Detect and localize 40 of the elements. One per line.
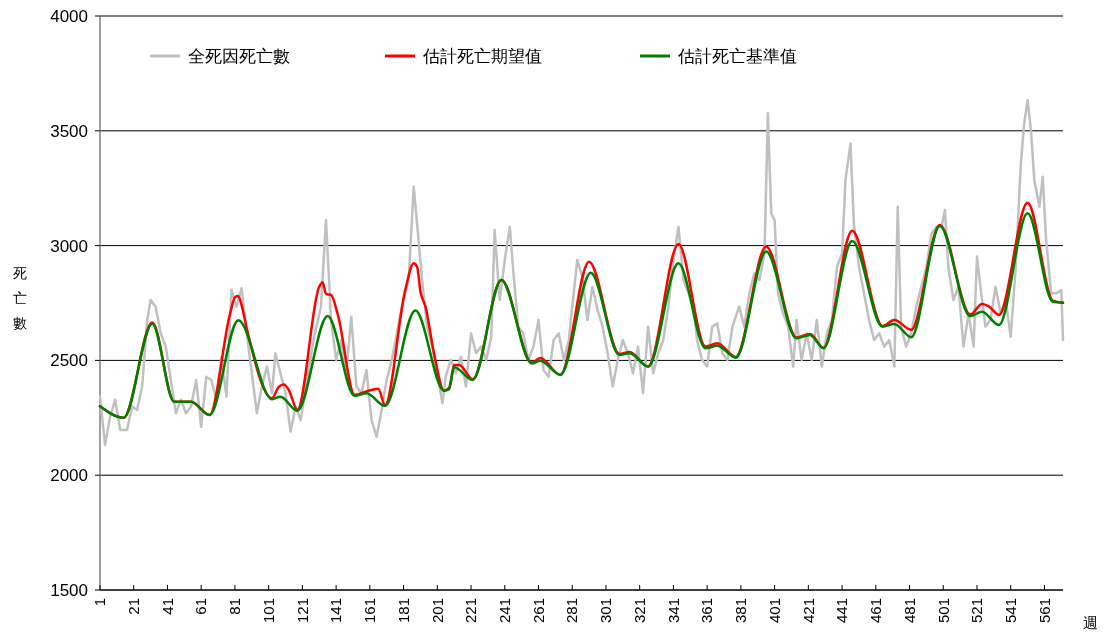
x-tick-label: 181 — [394, 598, 412, 624]
x-tick-label: 41 — [158, 598, 176, 615]
x-tick-label: 281 — [563, 598, 581, 624]
x-tick-label: 541 — [1001, 598, 1019, 624]
x-tick-label: 221 — [462, 598, 480, 624]
x-tick-label: 61 — [192, 598, 210, 615]
x-tick-label: 481 — [900, 598, 918, 624]
legend-label: 估計死亡期望值 — [422, 46, 542, 66]
x-tick-label: 321 — [630, 598, 648, 624]
y-axis-title: 死亡數 — [13, 265, 27, 331]
x-tick-label: 81 — [226, 598, 244, 615]
x-tick-label: 201 — [428, 598, 446, 624]
x-tick-label: 461 — [867, 598, 885, 624]
y-tick-label: 2500 — [50, 351, 88, 371]
x-tick-label: 1 — [91, 598, 109, 607]
x-tick-label: 101 — [259, 598, 277, 624]
legend-label: 估計死亡基準值 — [677, 46, 797, 66]
x-tick-label: 441 — [833, 598, 851, 624]
y-tick-label: 4000 — [50, 6, 88, 26]
x-tick-label: 261 — [529, 598, 547, 624]
x-tick-label: 241 — [496, 598, 514, 624]
x-tick-label: 401 — [765, 598, 783, 624]
x-tick-label: 521 — [968, 598, 986, 624]
x-tick-label: 21 — [124, 598, 142, 615]
x-tick-label: 381 — [732, 598, 750, 624]
x-tick-label: 561 — [1035, 598, 1053, 624]
x-tick-label: 501 — [934, 598, 952, 624]
x-tick-label: 301 — [597, 598, 615, 624]
y-tick-label: 1500 — [50, 580, 88, 600]
x-tick-label: 121 — [293, 598, 311, 624]
x-axis-title: 週 — [1082, 614, 1098, 631]
x-tick-label: 141 — [327, 598, 345, 624]
x-tick-label: 421 — [799, 598, 817, 624]
y-tick-label: 3500 — [50, 121, 88, 141]
legend-label: 全死因死亡數 — [188, 46, 290, 66]
x-tick-label: 161 — [361, 598, 379, 624]
y-tick-label: 2000 — [50, 466, 88, 486]
y-tick-label: 3000 — [50, 236, 88, 256]
x-tick-label: 361 — [698, 598, 716, 624]
x-tick-label: 341 — [664, 598, 682, 624]
